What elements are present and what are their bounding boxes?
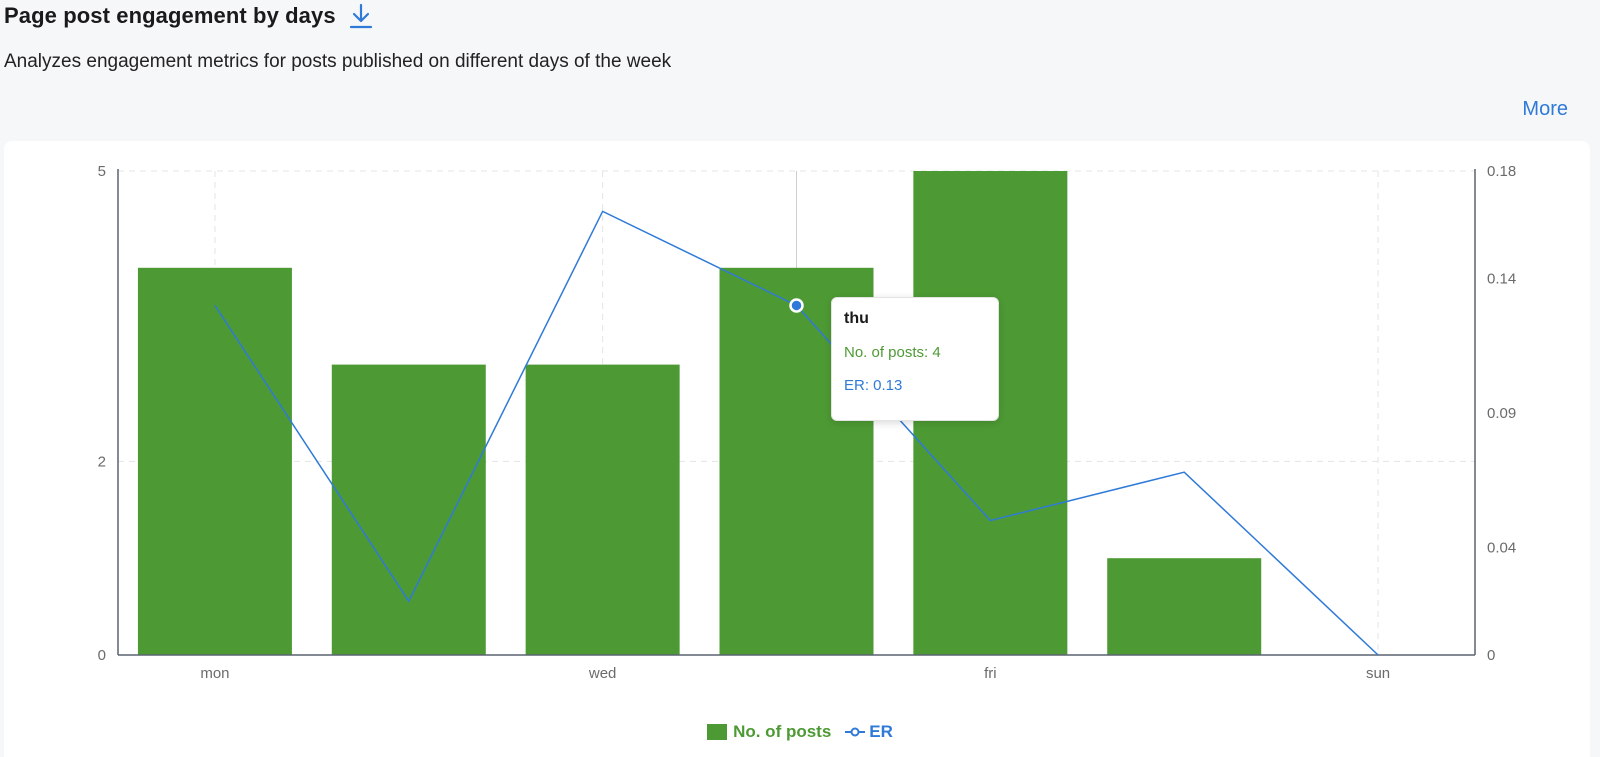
legend-bar-swatch <box>707 724 728 740</box>
chart-legend: No. of posts ER <box>0 722 1600 742</box>
er-point-highlight <box>789 298 804 313</box>
tooltip-posts: No. of posts: 4 <box>844 344 941 361</box>
y-right-tick-label: 0.04 <box>1487 539 1516 556</box>
title-row: Page post engagement by days <box>4 2 374 30</box>
download-button[interactable] <box>348 2 374 30</box>
legend-item-er[interactable]: ER <box>845 722 893 742</box>
page-title: Page post engagement by days <box>4 3 336 28</box>
download-icon <box>349 3 372 29</box>
bar-tue <box>331 364 486 655</box>
more-link[interactable]: More <box>1522 98 1568 120</box>
bar-sat <box>1107 558 1262 655</box>
bar-wed <box>525 364 680 655</box>
y-left-tick-label: 2 <box>98 453 106 470</box>
legend-label-er: ER <box>869 722 893 741</box>
x-tick-label-sun: sun <box>1366 665 1390 682</box>
legend-line-swatch <box>845 727 866 737</box>
x-tick-label-mon: mon <box>200 665 229 682</box>
legend-label-posts: No. of posts <box>733 722 832 741</box>
legend-item-posts[interactable]: No. of posts <box>707 722 831 742</box>
y-right-tick-label: 0.09 <box>1487 405 1516 422</box>
tooltip-er: ER: 0.13 <box>844 377 903 394</box>
y-right-tick-label: 0 <box>1487 647 1495 664</box>
y-left-tick-label: 0 <box>98 647 106 664</box>
y-right-tick-label: 0.14 <box>1487 271 1516 288</box>
tooltip-day: thu <box>844 310 869 327</box>
bar-mon <box>137 267 292 655</box>
header: Page post engagement by days Analyzes en… <box>0 0 1600 140</box>
y-left-tick-label: 5 <box>98 163 106 180</box>
chart-tooltip: thu No. of posts: 4 ER: 0.13 <box>831 297 999 421</box>
y-right-tick-label: 0.18 <box>1487 163 1516 180</box>
page-subtitle: Analyzes engagement metrics for posts pu… <box>4 51 672 72</box>
x-tick-label-wed: wed <box>588 665 617 682</box>
x-tick-label-fri: fri <box>984 665 997 682</box>
